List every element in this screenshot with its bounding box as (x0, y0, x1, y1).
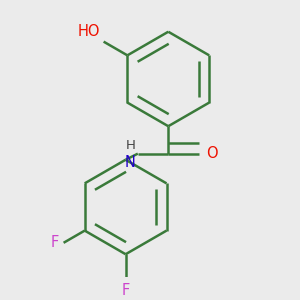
Text: N: N (124, 155, 135, 170)
Text: F: F (122, 283, 130, 298)
Text: O: O (206, 146, 218, 161)
Text: H: H (125, 139, 135, 152)
Text: HO: HO (78, 24, 100, 39)
Text: F: F (51, 235, 59, 250)
